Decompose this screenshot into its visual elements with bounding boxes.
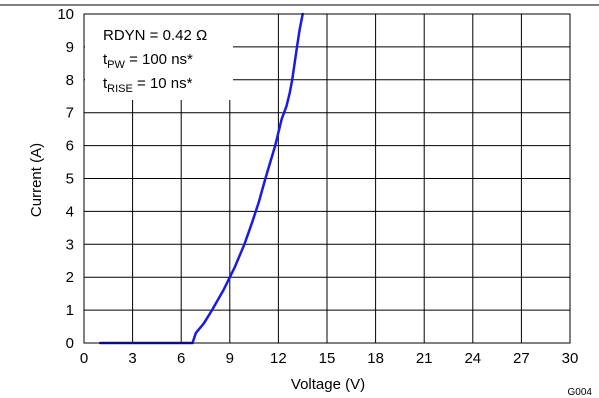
y-tick-label: 3 [66,236,74,253]
trise-subscript: RISE [107,83,133,95]
tpw-main: t [103,51,108,68]
trise-label: tRISE = 10 ns* [103,75,193,95]
y-tick-label: 9 [66,39,74,56]
plot-frame [83,13,571,344]
tpw-subscript: PW [107,59,125,71]
y-tick-label: 6 [66,138,74,155]
x-tick-label: 12 [270,350,287,367]
y-tick-label: 1 [66,302,74,319]
x-tick-label: 21 [416,350,433,367]
y-tick-label: 4 [66,203,74,220]
x-tick-label: 6 [177,350,185,367]
trise-main: t [103,75,108,92]
x-tick-label: 24 [464,350,481,367]
x-tick-label: 3 [128,350,136,367]
y-tick-label: 2 [66,269,74,286]
y-tick-label: 5 [66,171,74,188]
y-tick-label: 10 [57,6,74,23]
x-tick-label: 0 [80,350,88,367]
annotation-box: RDYN = 0.42 Ω tPW = 100 ns* tRISE = 10 n… [85,14,233,100]
y-tick-label: 0 [66,335,74,352]
y-tick-label: 8 [66,72,74,89]
y-axis-title: Current (A) [28,143,45,217]
rdyn-label: RDYN = 0.42 Ω [103,27,207,44]
x-tick-label: 30 [562,350,579,367]
series-layer [98,12,304,345]
tpw-value: = 100 ns* [125,51,193,68]
trise-value: = 10 ns* [133,75,193,92]
series-line [98,12,304,345]
y-tick-label: 7 [66,105,74,122]
x-tick-label: 9 [226,350,234,367]
x-tick-label: 15 [319,350,336,367]
x-axis-title: Voltage (V) [291,376,365,393]
figure-id: G004 [568,387,593,398]
x-tick-label: 18 [367,350,384,367]
annotation-background [85,14,233,100]
x-tick-label: 27 [513,350,530,367]
tpw-label: tPW = 100 ns* [103,51,193,71]
